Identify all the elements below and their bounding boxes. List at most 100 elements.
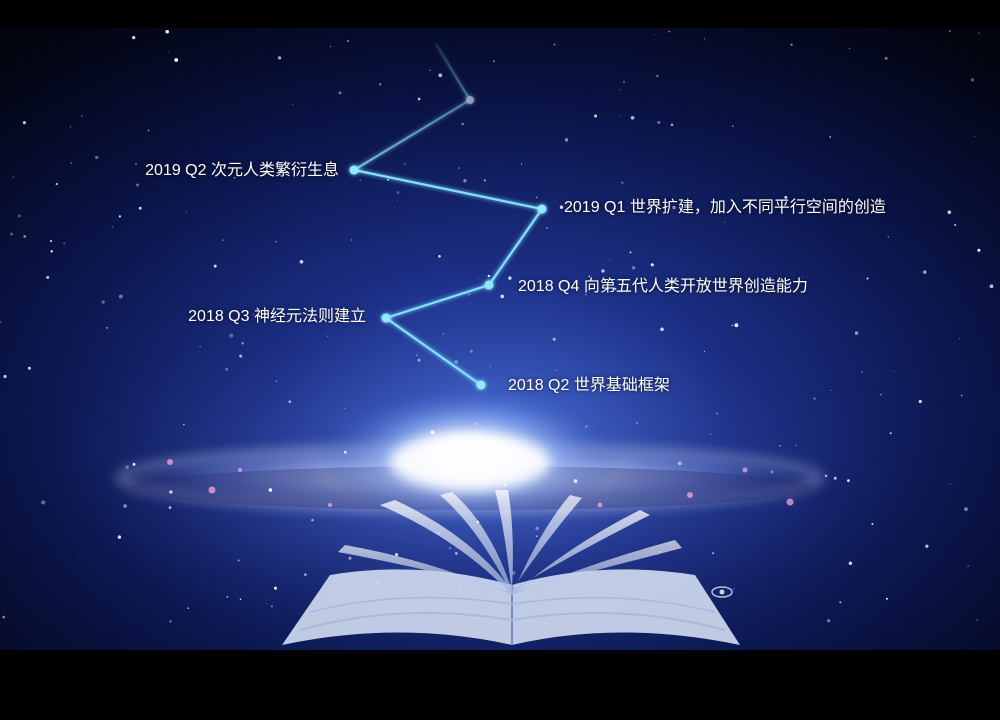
star: [918, 399, 922, 404]
star: [274, 586, 277, 590]
star: [226, 595, 229, 598]
star: [976, 619, 978, 622]
star: [703, 351, 706, 353]
star: [733, 588, 735, 590]
star: [833, 476, 837, 480]
star: [609, 259, 611, 262]
timeline-node-2018q4: [484, 280, 494, 290]
star: [977, 248, 981, 252]
star: [262, 170, 266, 174]
star: [344, 450, 347, 454]
star: [438, 73, 443, 78]
star: [619, 89, 621, 91]
star: [101, 300, 105, 304]
star: [174, 58, 179, 62]
timeline-node-2018q2: [476, 380, 486, 390]
star: [520, 163, 523, 165]
star: [712, 552, 715, 555]
star: [81, 115, 83, 117]
star: [779, 445, 781, 447]
star: [125, 465, 129, 469]
milestone-label-2019-q1: 2019 Q1 世界扩建，加入不同平行空间的创造: [564, 198, 886, 218]
star: [239, 354, 243, 358]
star: [237, 559, 240, 562]
open-book: [282, 490, 740, 645]
star: [489, 365, 491, 368]
timeline-node-2018q3: [381, 313, 391, 323]
star: [703, 38, 706, 40]
star: [183, 423, 185, 426]
star: [417, 97, 421, 101]
star: [925, 544, 929, 548]
star: [829, 136, 832, 138]
milestone-title: 向第五代人类开放世界创造能力: [583, 278, 808, 295]
star: [469, 349, 473, 353]
star: [503, 483, 507, 487]
milestone-period: 2018 Q4: [518, 278, 580, 295]
star: [427, 448, 431, 453]
star: [225, 367, 229, 371]
star: [889, 432, 892, 435]
star: [275, 240, 278, 243]
milestone-label-2018-q4: 2018 Q4 向第五代人类开放世界创造能力: [518, 277, 808, 297]
star: [106, 326, 109, 329]
star: [403, 162, 406, 165]
star: [118, 294, 123, 299]
small-galaxy-icon: [711, 586, 733, 598]
star: [813, 397, 816, 400]
star: [76, 558, 78, 560]
star: [802, 276, 804, 278]
star: [112, 226, 114, 228]
star: [861, 370, 864, 373]
star: [241, 341, 245, 345]
star: [564, 138, 569, 142]
star: [23, 235, 27, 238]
star: [954, 223, 957, 227]
star: [397, 199, 398, 201]
star: [299, 259, 304, 264]
star: [330, 46, 332, 47]
star: [653, 34, 655, 36]
star: [450, 472, 453, 475]
star: [17, 214, 21, 218]
star: [0, 321, 2, 324]
star: [311, 519, 314, 522]
star: [847, 479, 850, 482]
star: [668, 30, 670, 33]
star: [429, 69, 431, 71]
star: [458, 167, 460, 169]
star: [277, 56, 282, 60]
star: [138, 206, 142, 210]
star: [535, 196, 538, 199]
star: [288, 400, 292, 403]
star: [960, 394, 963, 397]
timeline-node-top: [466, 96, 474, 104]
star: [555, 369, 558, 371]
star: [454, 552, 458, 555]
star: [724, 221, 726, 223]
star: [246, 482, 248, 484]
star: [631, 266, 636, 270]
star: [978, 32, 980, 34]
star: [270, 605, 274, 608]
star: [949, 30, 951, 33]
star: [70, 162, 72, 164]
milestone-period: 2019 Q2: [145, 162, 207, 179]
star: [378, 83, 382, 86]
star: [477, 278, 479, 280]
star: [233, 176, 236, 179]
star: [474, 464, 477, 466]
star: [716, 412, 718, 415]
timeline-node-2019q2: [349, 165, 359, 175]
star: [636, 422, 638, 424]
star: [949, 483, 951, 485]
star: [69, 126, 72, 128]
star: [12, 176, 14, 178]
star: [959, 338, 960, 340]
star: [585, 425, 588, 428]
star: [619, 115, 620, 116]
star: [132, 36, 136, 40]
star: [784, 195, 788, 199]
star: [495, 450, 500, 454]
